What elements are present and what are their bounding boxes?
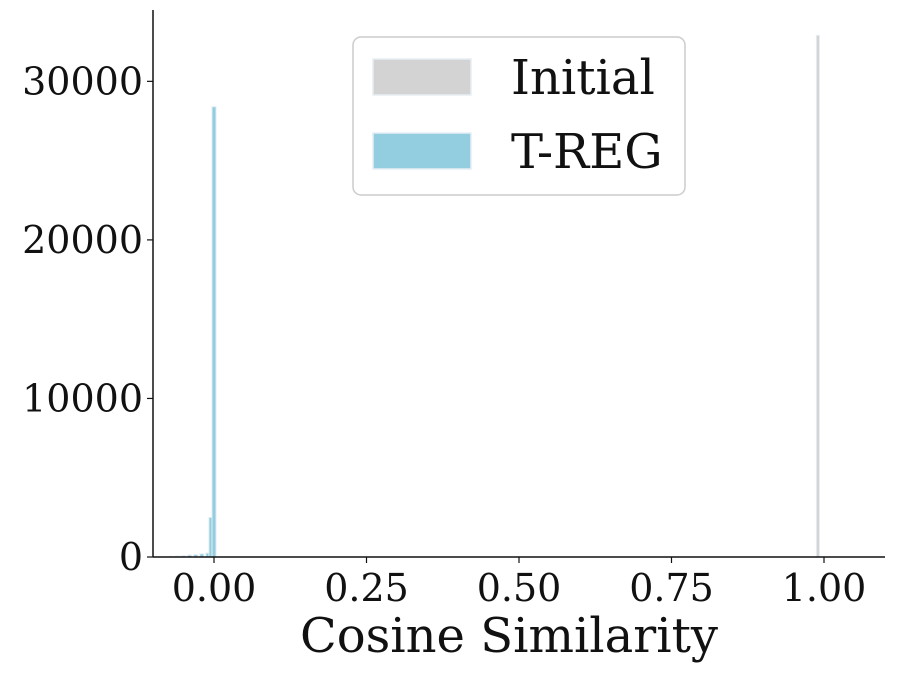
x-tick-label: 0.75: [629, 566, 714, 610]
legend-label-initial: Initial: [511, 50, 655, 106]
y-tick-label: 30000: [22, 59, 143, 103]
x-axis-title: Cosine Similarity: [300, 608, 718, 664]
bar-initial-0: [815, 34, 820, 558]
legend-swatch-t-reg: [372, 132, 472, 170]
x-tick-label: 0.50: [477, 566, 562, 610]
legend-label-t-reg: T-REG: [511, 124, 663, 180]
y-tick-label: 20000: [22, 218, 143, 262]
legend: Initial T-REG: [352, 36, 686, 196]
legend-swatch-initial: [372, 58, 472, 96]
x-tick-label: 1.00: [782, 566, 867, 610]
x-tick-label: 0.00: [172, 566, 257, 610]
y-tick-label: 0: [119, 535, 143, 579]
y-tick-label: 10000: [22, 376, 143, 420]
bar-t-reg-8: [211, 106, 217, 558]
x-tick-label: 0.25: [324, 566, 409, 610]
ticks-layer: 0.00 0.25 0.50 0.75 1.00 0 10000 20000 30000: [22, 59, 866, 610]
